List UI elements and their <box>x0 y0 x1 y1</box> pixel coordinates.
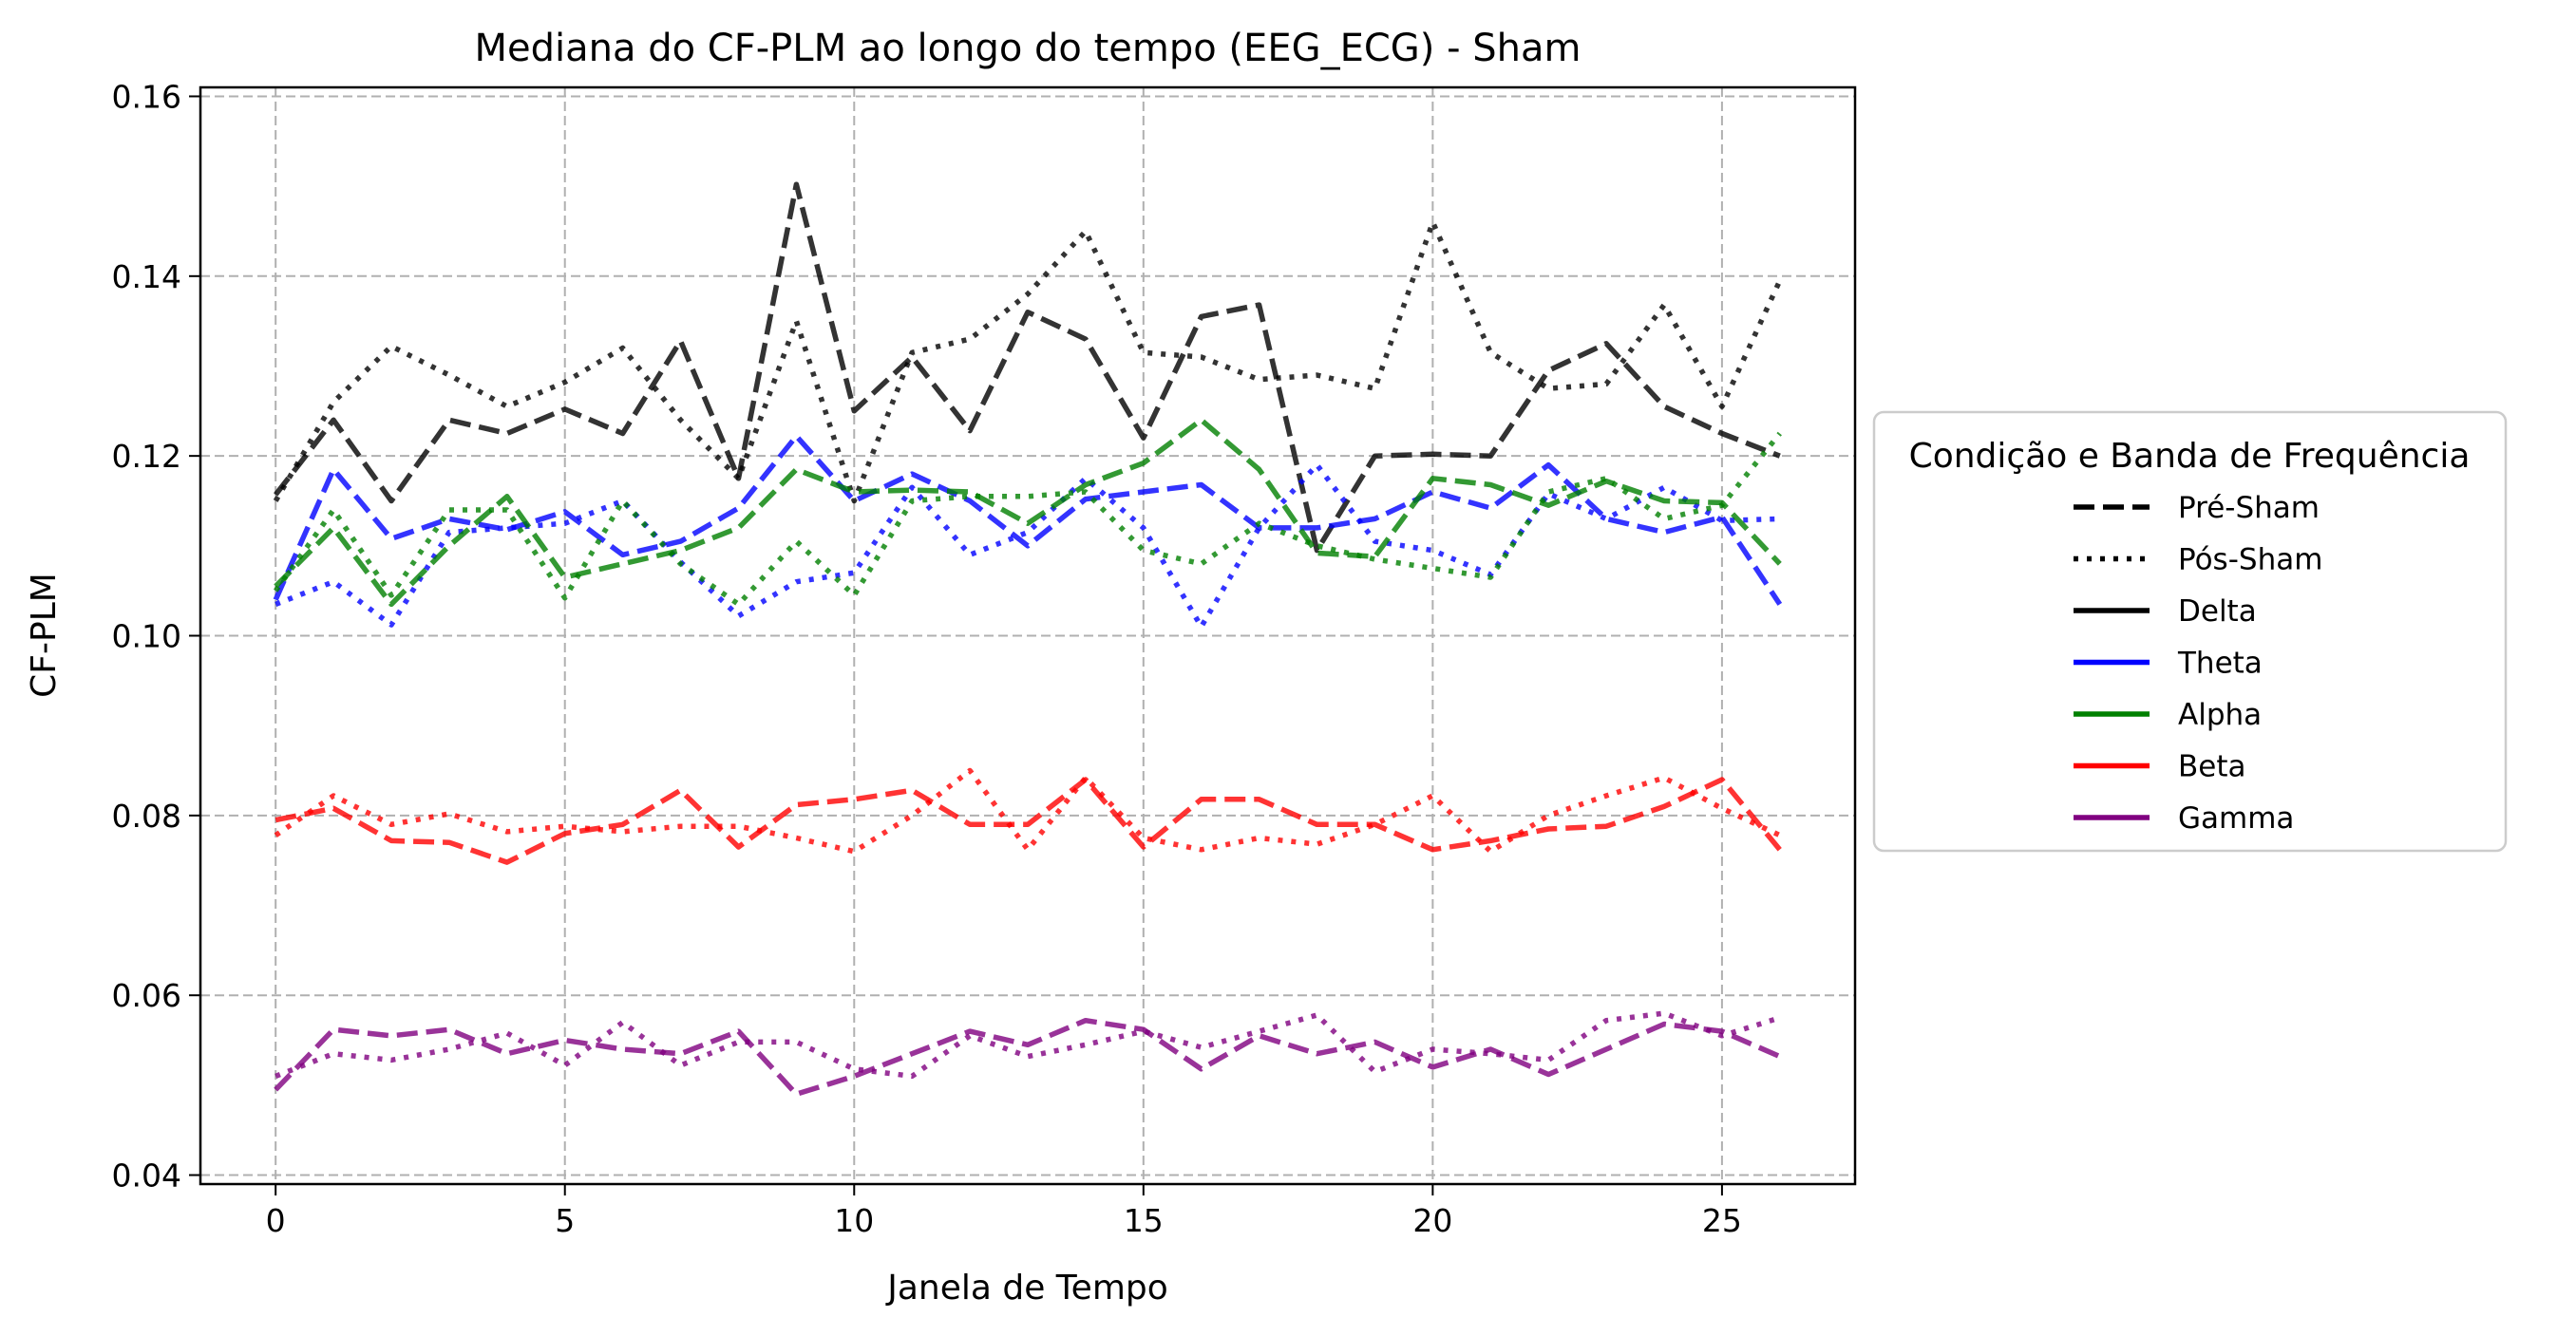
x-tick-label: 0 <box>266 1202 286 1239</box>
series-line-gamma-pre-sham <box>274 1017 1781 1098</box>
legend-box <box>1872 410 2508 853</box>
grid <box>200 87 1855 1184</box>
x-tick-label: 5 <box>555 1202 575 1239</box>
x-tick-label: 20 <box>1412 1202 1452 1239</box>
y-tick-label: 0.12 <box>112 438 181 475</box>
y-tick-label: 0.14 <box>112 258 181 295</box>
legend-label-condition: Pré-Sham <box>2178 491 2320 525</box>
chart-title: Mediana do CF-PLM ao longo do tempo (EEG… <box>475 27 1582 70</box>
y-tick-label: 0.06 <box>112 977 181 1014</box>
x-axis-label: Janela de Tempo <box>885 1269 1168 1308</box>
legend-label-band: Beta <box>2178 750 2246 784</box>
y-tick-label: 0.16 <box>112 78 181 115</box>
axes: 0 5 10 15 20 25 0.04 0.06 0.08 0.10 0.12 0.14 0.16 <box>112 78 1742 1239</box>
x-tick-label: 15 <box>1124 1202 1164 1239</box>
legend-label-band: Gamma <box>2178 801 2294 836</box>
legend-label-condition: Pós-Sham <box>2178 543 2322 577</box>
y-tick-label: 0.04 <box>112 1157 181 1195</box>
series-line-alpha-pre-sham <box>274 417 1782 608</box>
series-lines <box>273 181 1783 1098</box>
x-tick-label: 10 <box>834 1202 874 1239</box>
legend-label-band: Theta <box>2177 647 2263 681</box>
series-line-beta-pre-sham <box>275 777 1782 865</box>
series-line-delta-pre-sham <box>274 181 1781 554</box>
x-tick-label: 25 <box>1702 1202 1742 1239</box>
series-line-delta-pos-sham <box>273 219 1783 504</box>
legend-title: Condição e Banda de Frequência <box>1909 437 2471 476</box>
y-tick-label: 0.10 <box>112 618 181 655</box>
legend-label-band: Alpha <box>2178 698 2262 732</box>
y-tick-label: 0.08 <box>112 798 181 835</box>
legend: Condição e Banda de Frequência Pré-Sham P… <box>1872 410 2508 853</box>
y-axis-label: CF-PLM <box>25 573 64 698</box>
legend-label-band: Delta <box>2178 594 2257 629</box>
